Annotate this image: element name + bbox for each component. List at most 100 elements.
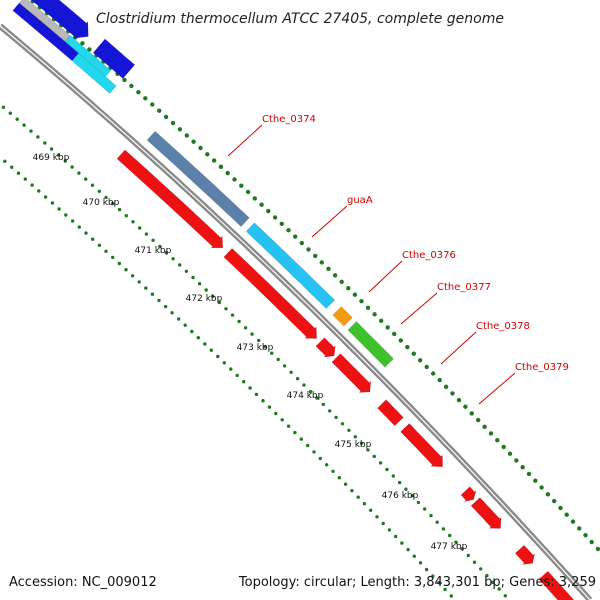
tick-dot (124, 268, 128, 272)
tick-dot (431, 574, 435, 578)
tick-dot (356, 495, 360, 499)
tick-dot (272, 215, 278, 220)
tick-dot (286, 228, 291, 233)
tick-dot (279, 221, 284, 226)
gene-labels: Cthe_0374 guaA Cthe_0376 Cthe_0377 Cthe_0378… (227, 114, 569, 405)
tick-dot (595, 546, 600, 552)
tick-label: 473 kbp (237, 343, 274, 353)
tick-dot (144, 232, 149, 236)
gene-features (12, 0, 575, 600)
tick-dot (406, 547, 410, 552)
backbone-line (0, 26, 590, 600)
tick-dot (394, 534, 398, 539)
tick-dot (177, 317, 181, 321)
tick-dot (491, 580, 495, 584)
gene-label-leader (368, 260, 403, 293)
tick-dot (91, 237, 95, 241)
tick-dot (224, 307, 228, 311)
tick-dot (157, 108, 162, 113)
tick-dot (306, 247, 311, 252)
tick-dot (10, 165, 14, 169)
tick-dot (230, 313, 235, 317)
tick-dot (369, 508, 373, 512)
tick-dot (143, 96, 148, 101)
tick-dot (280, 418, 284, 422)
tick-dot (449, 594, 453, 598)
tick-dot (197, 282, 202, 286)
tick-dot (313, 253, 318, 259)
tick-dot (122, 77, 127, 83)
tick-dot (577, 526, 582, 531)
tick-dot (443, 587, 447, 592)
tick-dot (282, 364, 287, 368)
tick-label: 475 kbp (335, 440, 372, 450)
tick-dot (392, 331, 397, 337)
tick-dot (319, 260, 324, 265)
tick-dot (325, 463, 329, 467)
tick-dot (443, 384, 449, 389)
tick-dot (583, 533, 588, 538)
tick-dot (229, 367, 233, 371)
tick-dot (454, 540, 458, 544)
tick-dot (49, 147, 54, 151)
tick-label: 470 kbp (83, 198, 120, 208)
tick-dot (170, 120, 176, 126)
tick-dot (158, 244, 162, 249)
tick-dot (302, 383, 306, 387)
tick-dot (381, 521, 385, 526)
tick-dot (514, 458, 519, 463)
tick-dot (217, 300, 222, 305)
tick-dot (312, 450, 316, 454)
backbone-line (0, 23, 593, 600)
tick-dot (218, 164, 224, 169)
tick-dot (77, 225, 82, 229)
tick-dot (22, 123, 26, 127)
tick-dot (57, 207, 61, 211)
tick-dot (411, 351, 416, 356)
tick-dot (460, 547, 464, 551)
tick-dot (222, 361, 226, 365)
tick-dot (37, 189, 41, 193)
gene-feature (315, 337, 336, 358)
tick-dot (334, 415, 338, 420)
tick-dot (293, 430, 297, 435)
tick-dot (488, 431, 494, 436)
tick-dot (337, 476, 341, 480)
tick-dot (184, 133, 189, 138)
tick-dot (359, 299, 364, 304)
tick-dot (589, 539, 594, 545)
tick-dot (343, 482, 348, 486)
tick-dot (482, 424, 487, 429)
tick-dot (479, 567, 483, 571)
tick-dot (266, 208, 271, 214)
tick-dot (435, 520, 439, 524)
tick-dot (526, 471, 532, 477)
tick-dot (379, 318, 384, 323)
gene-feature (92, 38, 136, 79)
tick-dot (43, 195, 48, 199)
tick-dot (286, 424, 291, 428)
gene-label: guaA (347, 195, 373, 206)
tick-dot (276, 357, 280, 362)
tick-dot (469, 411, 474, 416)
tick-dot (332, 273, 338, 278)
tick-dot (362, 502, 367, 506)
tick-dot (3, 159, 7, 163)
gene-feature (400, 423, 443, 468)
tick-dot (50, 201, 55, 205)
tick-dot (163, 304, 168, 309)
tick-dot (177, 127, 183, 132)
tick-dot (431, 371, 436, 376)
tick-dot (497, 587, 501, 591)
tick-dot (150, 102, 155, 107)
tick-dot (171, 257, 175, 261)
tick-dot (261, 399, 265, 403)
tick-dot (274, 411, 278, 416)
tick-dot (104, 195, 108, 200)
tick-label: 471 kbp (135, 246, 172, 256)
gene-label: Cthe_0376 (402, 250, 456, 261)
tick-dot (552, 498, 557, 504)
gene-feature (460, 486, 477, 502)
genome-summary-text: Topology: circular; Length: 3,843,301 bp… (238, 575, 596, 590)
backbone (0, 23, 593, 600)
